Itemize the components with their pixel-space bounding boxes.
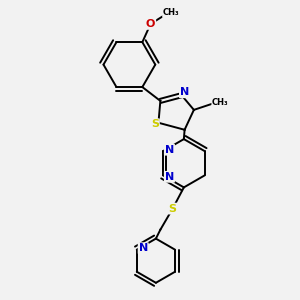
Text: N: N xyxy=(165,172,174,182)
Text: O: O xyxy=(146,19,155,29)
Text: N: N xyxy=(180,87,189,97)
Text: N: N xyxy=(139,243,148,253)
Text: S: S xyxy=(169,204,177,214)
Text: S: S xyxy=(151,119,159,129)
Text: N: N xyxy=(165,145,174,155)
Text: CH₃: CH₃ xyxy=(163,8,179,17)
Text: CH₃: CH₃ xyxy=(212,98,229,107)
